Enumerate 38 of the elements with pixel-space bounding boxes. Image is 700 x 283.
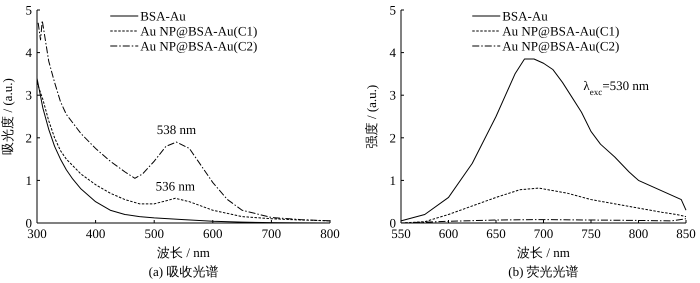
annotation: λ$_{exc}$=530 nm (583, 78, 650, 97)
annotation: 538 nm (156, 122, 196, 138)
y-tick-label: 1 (26, 172, 32, 188)
legend-label: BSA-Au (140, 8, 186, 24)
y-tick-label: 5 (390, 2, 396, 18)
y-tick-label: 2 (390, 130, 396, 146)
y-tick-label: 3 (26, 88, 32, 103)
legend-label: Au NP@BSA-Au(C2) (140, 38, 258, 54)
legend-label: Au NP@BSA-Au(C1) (502, 24, 620, 38)
y-tick-label: 0 (390, 216, 396, 230)
x-tick-label: 800 (628, 226, 648, 241)
x-tick-label: 850 (676, 226, 696, 241)
x-tick-label: 800 (320, 226, 340, 241)
text: (b) 荧光光谱 (508, 264, 579, 279)
x-tick-label: 500 (144, 226, 164, 241)
x-tick-label: 600 (203, 226, 223, 241)
y-tick-label: 3 (390, 88, 396, 103)
text: (a) 吸收光谱 (148, 264, 218, 279)
x-tick-label: 700 (534, 226, 554, 241)
x-tick-label: 600 (438, 226, 458, 241)
y-tick-label: 0 (26, 216, 32, 230)
x-tick-label: 650 (486, 226, 506, 241)
y-axis-title: 强度 / (a.u.) (364, 84, 379, 148)
x-tick-label: 700 (262, 226, 282, 241)
y-tick-label: 1 (390, 172, 396, 188)
y-tick-label: 2 (26, 130, 32, 146)
y-axis-title: 吸光度 / (a.u.) (0, 78, 15, 155)
x-axis-title: 波长 / nm (517, 245, 570, 260)
y-tick-label: 4 (390, 45, 396, 60)
x-axis-title: 波长 / nm (157, 245, 210, 260)
annotation: 536 nm (156, 178, 195, 194)
legend-label: Au NP@BSA-Au(C1) (140, 24, 258, 38)
y-tick-label: 4 (26, 45, 32, 60)
x-tick-label: 750 (581, 226, 601, 241)
legend-label: BSA-Au (502, 8, 548, 24)
x-tick-label: 400 (86, 226, 106, 241)
y-tick-label: 5 (26, 2, 32, 18)
legend-label: Au NP@BSA-Au(C2) (502, 38, 620, 54)
